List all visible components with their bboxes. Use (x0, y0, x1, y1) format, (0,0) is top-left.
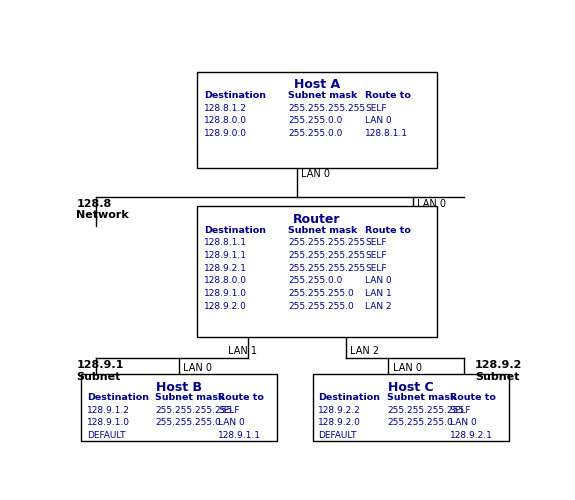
Text: 255.255.255.0: 255.255.255.0 (288, 289, 354, 298)
Text: 255.255.0.0: 255.255.0.0 (288, 129, 343, 138)
Text: SELF: SELF (365, 104, 386, 112)
Text: 255.255.255.255: 255.255.255.255 (387, 406, 464, 414)
Text: Destination: Destination (319, 393, 381, 402)
Text: 128.8.1.1: 128.8.1.1 (204, 238, 247, 248)
Text: Route to: Route to (450, 393, 496, 402)
Text: Subnet mask: Subnet mask (288, 226, 358, 234)
Text: 128.9.1.1: 128.9.1.1 (218, 431, 261, 440)
Text: 128.9.2.1: 128.9.2.1 (450, 431, 493, 440)
Text: Route to: Route to (365, 226, 411, 234)
Text: 128.9.2.0: 128.9.2.0 (319, 418, 361, 428)
Text: 128.8
Network: 128.8 Network (76, 198, 129, 220)
Text: 255.255.255.0: 255.255.255.0 (288, 302, 354, 311)
Bar (197, 72, 437, 168)
Text: 255.255.255.255: 255.255.255.255 (288, 238, 365, 248)
Bar (197, 206, 437, 337)
Text: LAN 0: LAN 0 (450, 418, 477, 428)
Text: Host A: Host A (294, 78, 340, 92)
Text: SELF: SELF (450, 406, 472, 414)
Text: LAN 0: LAN 0 (365, 276, 392, 285)
Text: DEFAULT: DEFAULT (87, 431, 125, 440)
Text: Subnet mask: Subnet mask (288, 91, 358, 100)
Text: SELF: SELF (365, 238, 386, 248)
Text: 128.9.1
Subnet: 128.9.1 Subnet (76, 360, 124, 382)
Text: 128.8.0.0: 128.8.0.0 (204, 116, 247, 125)
Text: 128.9.0.0: 128.9.0.0 (204, 129, 247, 138)
Text: 255.255.0.0: 255.255.0.0 (288, 276, 343, 285)
Text: Route to: Route to (365, 91, 411, 100)
Text: LAN 0: LAN 0 (218, 418, 245, 428)
Text: 255.255.255.255: 255.255.255.255 (288, 264, 365, 272)
Text: Destination: Destination (204, 226, 266, 234)
Text: LAN 2: LAN 2 (350, 346, 380, 356)
Text: SELF: SELF (365, 264, 386, 272)
Text: SELF: SELF (218, 406, 240, 414)
Text: Host C: Host C (388, 380, 434, 394)
Text: 128.9.1.0: 128.9.1.0 (204, 289, 247, 298)
Text: LAN 0: LAN 0 (183, 362, 212, 372)
Text: 128.8.1.1: 128.8.1.1 (365, 129, 408, 138)
Text: 255.255.255.255: 255.255.255.255 (288, 104, 365, 112)
Text: Destination: Destination (87, 393, 149, 402)
Text: Subnet mask: Subnet mask (155, 393, 225, 402)
Text: 128.9.1.1: 128.9.1.1 (204, 251, 247, 260)
Text: Host B: Host B (156, 380, 202, 394)
Text: LAN 1: LAN 1 (365, 289, 392, 298)
Text: SELF: SELF (365, 251, 386, 260)
Text: LAN 1: LAN 1 (228, 346, 257, 356)
Text: 128.8.1.2: 128.8.1.2 (204, 104, 247, 112)
Text: 128.9.1.2: 128.9.1.2 (87, 406, 129, 414)
Text: 128.8.0.0: 128.8.0.0 (204, 276, 247, 285)
Text: 255.255.255.0: 255.255.255.0 (387, 418, 453, 428)
Text: 255.255.0.0: 255.255.0.0 (288, 116, 343, 125)
Text: 128.9.2.0: 128.9.2.0 (204, 302, 247, 311)
Text: 255.255.255.255: 255.255.255.255 (288, 251, 365, 260)
Text: Subnet mask: Subnet mask (387, 393, 457, 402)
Text: Router: Router (293, 213, 341, 226)
Text: 128.9.2
Subnet: 128.9.2 Subnet (475, 360, 523, 382)
Text: 255.255.255.0: 255.255.255.0 (155, 418, 221, 428)
Bar (81, 374, 277, 441)
Text: Destination: Destination (204, 91, 266, 100)
Text: LAN 0: LAN 0 (417, 198, 446, 208)
Text: LAN 0: LAN 0 (393, 362, 421, 372)
Text: 128.9.2.1: 128.9.2.1 (204, 264, 247, 272)
Text: 255.255.255.255: 255.255.255.255 (155, 406, 232, 414)
Text: Route to: Route to (218, 393, 264, 402)
Text: LAN 0: LAN 0 (365, 116, 392, 125)
Text: LAN 0: LAN 0 (301, 170, 331, 179)
Text: LAN 2: LAN 2 (365, 302, 392, 311)
Text: 128.9.1.0: 128.9.1.0 (87, 418, 130, 428)
Text: DEFAULT: DEFAULT (319, 431, 357, 440)
Bar (313, 374, 509, 441)
Text: 128.9.2.2: 128.9.2.2 (319, 406, 361, 414)
